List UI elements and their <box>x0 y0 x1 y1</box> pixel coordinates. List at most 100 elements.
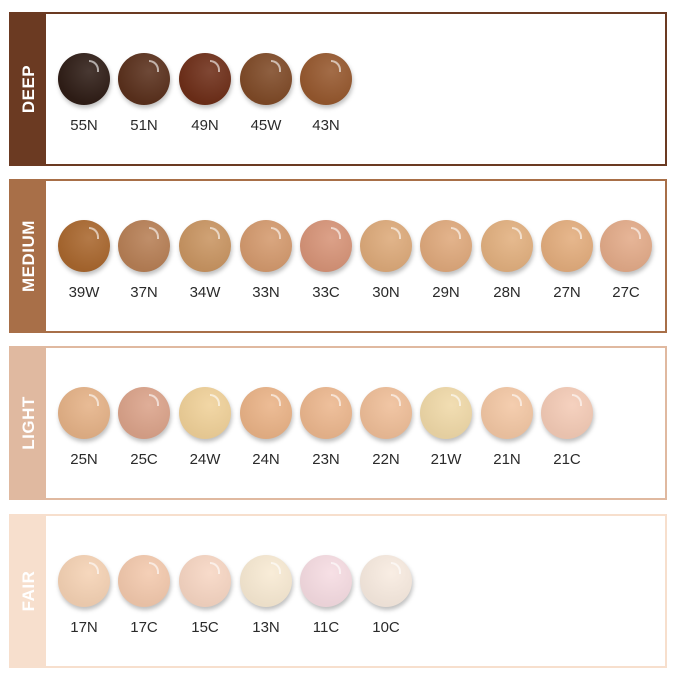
shade-dot <box>420 387 472 439</box>
shade-swatch[interactable]: 33C <box>296 220 356 301</box>
shade-code: 15C <box>191 619 219 636</box>
shade-swatch[interactable]: 21N <box>477 387 537 468</box>
shade-dot <box>240 53 292 105</box>
shade-code: 10C <box>372 619 400 636</box>
shade-code: 13N <box>252 619 280 636</box>
shade-code: 24N <box>252 451 280 468</box>
shade-code: 22N <box>372 451 400 468</box>
shade-code: 17N <box>70 619 98 636</box>
group-label: LIGHT <box>18 396 38 450</box>
shade-code: 28N <box>493 284 521 301</box>
shade-dot <box>300 220 352 272</box>
shade-dot <box>420 220 472 272</box>
shade-swatch[interactable]: 23N <box>296 387 356 468</box>
shade-swatch[interactable]: 29N <box>416 220 476 301</box>
shade-code: 21W <box>430 451 462 468</box>
shade-dot <box>179 220 231 272</box>
shade-code: 37N <box>130 284 158 301</box>
shade-dot <box>118 555 170 607</box>
shade-code: 27N <box>553 284 581 301</box>
shade-swatch[interactable]: 15C <box>175 555 235 636</box>
shade-code: 25N <box>70 451 98 468</box>
shade-code: 39W <box>68 284 100 301</box>
shade-dot <box>360 387 412 439</box>
shade-swatch[interactable]: 49N <box>175 53 235 134</box>
shade-dot <box>360 555 412 607</box>
shade-swatch[interactable]: 55N <box>54 53 114 134</box>
shade-dot <box>541 387 593 439</box>
shade-swatch[interactable]: 33N <box>236 220 296 301</box>
shade-code: 55N <box>70 117 98 134</box>
group-label: DEEP <box>18 64 38 114</box>
shade-code: 33N <box>252 284 280 301</box>
shade-dot <box>300 387 352 439</box>
shade-dot <box>240 387 292 439</box>
shade-group-fair: FAIR 17N 17C 15C 13N 11C 10C <box>9 514 667 668</box>
shade-code: 27C <box>612 284 640 301</box>
shade-dot <box>58 387 110 439</box>
shade-code: 21N <box>493 451 521 468</box>
shade-swatch[interactable]: 11C <box>296 555 356 636</box>
shade-swatch[interactable]: 25N <box>54 387 114 468</box>
shade-swatch[interactable]: 30N <box>356 220 416 301</box>
shade-group-medium: MEDIUM 39W 37N 34W 33N 33C 30N 29N 28N 27N 27C <box>9 179 667 333</box>
shade-swatch[interactable]: 34W <box>175 220 235 301</box>
shade-dot <box>58 53 110 105</box>
shade-group-deep: DEEP 55N 51N 49N 45W 43N <box>9 12 667 166</box>
shade-dot <box>541 220 593 272</box>
shade-code: 51N <box>130 117 158 134</box>
group-label: FAIR <box>18 570 38 612</box>
shade-swatch[interactable]: 51N <box>114 53 174 134</box>
shade-dot <box>118 220 170 272</box>
shade-code: 21C <box>553 451 581 468</box>
shade-code: 11C <box>312 619 340 636</box>
shade-dot <box>179 387 231 439</box>
shade-swatch[interactable]: 21C <box>537 387 597 468</box>
shade-swatch[interactable]: 27N <box>537 220 597 301</box>
shade-swatch[interactable]: 25C <box>114 387 174 468</box>
shade-dot <box>600 220 652 272</box>
group-label-bar: DEEP <box>11 14 46 164</box>
group-label-bar: MEDIUM <box>11 181 46 331</box>
shade-swatch[interactable]: 13N <box>236 555 296 636</box>
shade-swatch[interactable]: 17N <box>54 555 114 636</box>
shade-swatch[interactable]: 43N <box>296 53 356 134</box>
shade-code: 43N <box>312 117 340 134</box>
shade-swatch[interactable]: 39W <box>54 220 114 301</box>
shade-dot <box>240 555 292 607</box>
shade-dot <box>179 555 231 607</box>
shade-swatch[interactable]: 21W <box>416 387 476 468</box>
shade-swatch[interactable]: 22N <box>356 387 416 468</box>
shade-dot <box>58 220 110 272</box>
shade-dot <box>360 220 412 272</box>
shade-swatch[interactable]: 17C <box>114 555 174 636</box>
group-label-bar: FAIR <box>11 516 46 666</box>
shade-group-light: LIGHT 25N 25C 24W 24N 23N 22N 21W 21N 21C <box>9 346 667 500</box>
shade-code: 23N <box>312 451 340 468</box>
shade-swatch[interactable]: 37N <box>114 220 174 301</box>
shade-code: 34W <box>189 284 221 301</box>
shade-dot <box>481 387 533 439</box>
shade-code: 29N <box>432 284 460 301</box>
shade-code: 24W <box>189 451 221 468</box>
shade-swatch[interactable]: 24N <box>236 387 296 468</box>
shade-dot <box>179 53 231 105</box>
shade-dot <box>300 555 352 607</box>
shade-dot <box>58 555 110 607</box>
shade-swatch[interactable]: 45W <box>236 53 296 134</box>
shade-code: 25C <box>130 451 158 468</box>
shade-dot <box>300 53 352 105</box>
shade-dot <box>118 53 170 105</box>
group-label: MEDIUM <box>18 220 38 292</box>
shade-dot <box>240 220 292 272</box>
shade-code: 17C <box>130 619 158 636</box>
shade-swatch[interactable]: 27C <box>596 220 656 301</box>
shade-code: 49N <box>191 117 219 134</box>
shade-swatch[interactable]: 24W <box>175 387 235 468</box>
shade-dot <box>481 220 533 272</box>
group-label-bar: LIGHT <box>11 348 46 498</box>
shade-code: 30N <box>372 284 400 301</box>
shade-dot <box>118 387 170 439</box>
shade-swatch[interactable]: 10C <box>356 555 416 636</box>
shade-swatch[interactable]: 28N <box>477 220 537 301</box>
